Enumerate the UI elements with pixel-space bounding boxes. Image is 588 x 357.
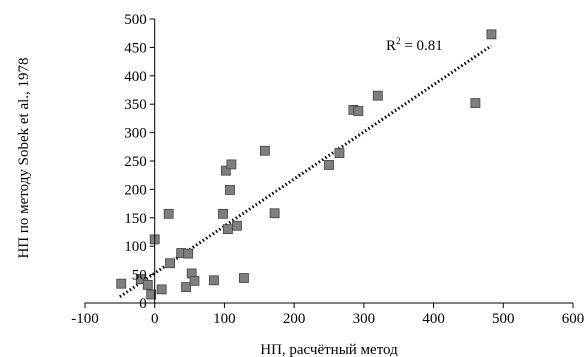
data-point [135, 274, 146, 285]
r-squared-base: R [386, 38, 396, 54]
r-squared-annotation: R2 = 0.81 [386, 36, 443, 54]
data-point [353, 106, 364, 116]
x-tick-label: 0 [151, 311, 159, 327]
data-point [218, 208, 228, 219]
data-point [223, 224, 233, 235]
data-point [259, 145, 270, 156]
trendline [119, 44, 493, 298]
data-point [232, 220, 242, 231]
x-tick-label: 300 [353, 311, 376, 327]
x-tick-label: 200 [283, 311, 306, 327]
data-point [163, 208, 174, 219]
data-point [470, 98, 481, 108]
data-point [165, 258, 175, 269]
y-tick-label: 0 [139, 296, 147, 312]
data-point [220, 165, 231, 176]
y-tick-label: 300 [124, 126, 147, 142]
ticks-layer: 0 50 100 150 200 250 300 350 400 450 500 -100 0 100 20… [71, 12, 584, 327]
y-tick-label: 200 [124, 182, 147, 198]
x-axis-title: НП, расчётный метод [260, 342, 398, 357]
y-tick-label: 350 [124, 97, 147, 113]
x-tick-label: 500 [492, 311, 515, 327]
data-point [142, 279, 153, 290]
data-point [372, 90, 383, 101]
data-point [181, 282, 191, 292]
trendline-layer [119, 44, 493, 298]
x-tick-label: -100 [71, 311, 99, 327]
data-point [324, 160, 334, 170]
data-point [334, 148, 345, 158]
x-tick-label: 400 [422, 311, 445, 327]
x-tick-label: 100 [213, 311, 236, 327]
data-point [116, 278, 127, 289]
data-point [226, 159, 237, 170]
data-point [239, 273, 249, 283]
x-tick-label: 600 [562, 311, 585, 327]
data-point [183, 248, 194, 259]
y-tick-label: 450 [124, 40, 147, 56]
data-point [156, 284, 167, 295]
r-squared-exponent: 2 [396, 36, 401, 46]
y-tick-label: 250 [124, 154, 147, 170]
points-layer [116, 29, 497, 300]
data-point [225, 185, 235, 195]
data-point [146, 289, 157, 300]
y-tick-label: 50 [132, 268, 147, 284]
y-axis-title: НП по методу Sobek et al., 1978 [16, 57, 32, 258]
data-point [486, 29, 497, 40]
y-tick-label: 400 [124, 69, 147, 85]
y-tick-label: 150 [124, 211, 147, 227]
y-tick-label: 500 [124, 12, 147, 28]
data-point [209, 275, 219, 286]
r-squared-value: = 0.81 [401, 38, 443, 54]
data-point [269, 208, 280, 219]
data-point [189, 275, 200, 286]
y-tick-label: 100 [124, 239, 147, 255]
